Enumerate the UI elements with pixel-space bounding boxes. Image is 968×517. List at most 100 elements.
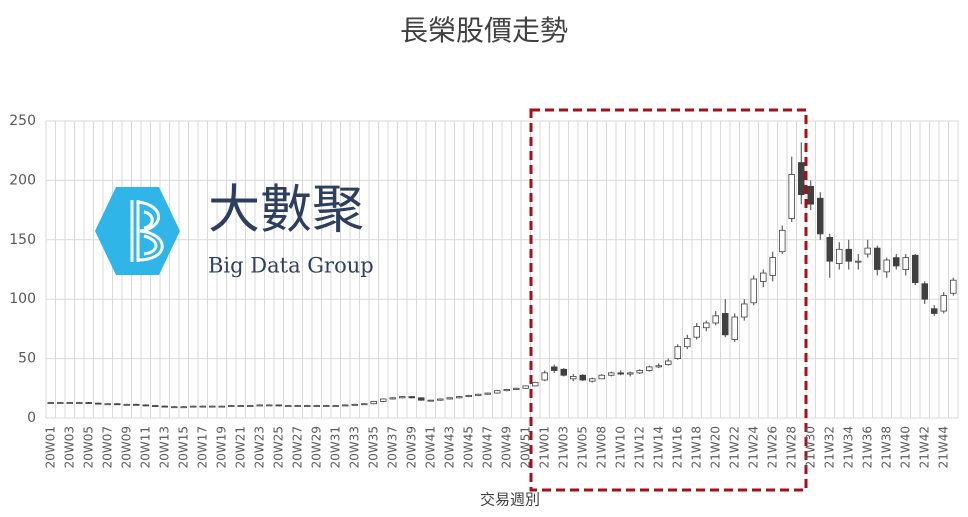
- candle-body: [750, 278, 758, 304]
- candle-body: [180, 406, 187, 409]
- candle-body: [493, 390, 501, 394]
- x-tick-label: 20W39: [404, 426, 418, 468]
- candle-body: [855, 260, 862, 263]
- x-tick-label: 21W08: [594, 426, 608, 468]
- candle-body: [598, 374, 606, 380]
- x-tick-label: 20W35: [366, 426, 380, 468]
- candle-body: [474, 393, 482, 396]
- candle-body: [199, 405, 206, 408]
- x-tick-label: 21W28: [784, 426, 798, 468]
- candle-body: [76, 402, 83, 404]
- x-tick-label: 20W11: [138, 426, 152, 468]
- candle-body: [864, 247, 872, 255]
- x-tick-label: 21W05: [575, 426, 589, 468]
- candle-body: [66, 402, 74, 404]
- candle-body: [836, 248, 843, 264]
- x-tick-label: 21W10: [613, 426, 627, 468]
- x-tick-label: 20W05: [81, 426, 95, 468]
- candle-body: [256, 404, 263, 407]
- x-tick-label: 20W45: [461, 426, 475, 468]
- candle-body: [731, 316, 739, 340]
- candle-body: [693, 326, 701, 338]
- candle-body: [608, 372, 615, 376]
- x-tick-label: 21W44: [936, 426, 950, 468]
- candle-body: [684, 338, 691, 348]
- x-tick-label: 20W31: [328, 426, 342, 468]
- x-tick-label: 20W41: [423, 426, 437, 468]
- candle-body: [218, 405, 225, 408]
- x-tick-label: 20W25: [271, 426, 285, 468]
- candle-body: [570, 376, 577, 380]
- candle-body: [769, 257, 777, 276]
- x-tick-label: 21W32: [822, 426, 836, 468]
- candle-body: [845, 248, 853, 262]
- x-tick-label: 20W43: [442, 426, 456, 468]
- x-tick-label: 20W03: [62, 426, 76, 468]
- candle-body: [360, 403, 368, 406]
- candle-body: [484, 392, 491, 395]
- candle-body: [427, 399, 434, 402]
- candle-body: [161, 405, 168, 408]
- candle-body: [189, 405, 197, 408]
- logo-name: 大數聚: [208, 181, 364, 241]
- candle-body: [921, 283, 929, 300]
- candle-body: [950, 279, 957, 294]
- candle-body: [912, 254, 919, 283]
- candle-body: [522, 385, 530, 389]
- candle-body: [627, 372, 634, 375]
- candle-body: [541, 372, 549, 381]
- candle-body: [303, 405, 311, 407]
- candle-body: [379, 398, 387, 402]
- y-tick-label: 100: [9, 291, 36, 307]
- candle-body: [142, 404, 149, 407]
- candle-body: [826, 237, 834, 262]
- y-tick-label: 200: [9, 172, 36, 188]
- candle-body: [817, 197, 824, 235]
- x-axis-label: 交易週別: [480, 491, 540, 509]
- x-tick-label: 21W34: [841, 426, 855, 468]
- candle-body: [313, 405, 320, 407]
- x-tick-label: 20W17: [195, 426, 209, 468]
- candle-body: [151, 405, 159, 407]
- candle-body: [265, 404, 273, 407]
- y-tick-label: 250: [9, 113, 36, 129]
- candle-body: [351, 403, 358, 406]
- candle-body: [446, 397, 453, 400]
- y-tick-label: 150: [9, 232, 36, 248]
- candle-body: [940, 295, 948, 312]
- candle-body: [436, 398, 444, 401]
- candle-body: [275, 404, 282, 407]
- candle-body: [114, 403, 121, 406]
- candle-body: [674, 346, 682, 360]
- candle-body: [760, 272, 767, 282]
- candle-body: [455, 396, 463, 399]
- y-tick-label: 0: [27, 410, 36, 426]
- x-tick-label: 21W03: [556, 426, 570, 468]
- candle-body: [579, 374, 587, 381]
- candle-body: [741, 303, 748, 318]
- x-tick-label: 20W27: [290, 426, 304, 468]
- candle-body: [893, 257, 900, 267]
- candle-body: [132, 403, 140, 406]
- x-tick-label: 21W16: [670, 426, 684, 468]
- candle-body: [513, 387, 520, 390]
- x-tick-label: 20W09: [119, 426, 133, 468]
- x-tick-label: 21W12: [632, 426, 646, 468]
- candle-body: [503, 389, 510, 392]
- candle-body: [332, 405, 339, 407]
- x-tick-label: 21W14: [651, 426, 665, 468]
- x-tick-label: 21W20: [708, 426, 722, 468]
- candle-body: [95, 402, 102, 405]
- candle-body: [636, 370, 644, 374]
- x-tick-label: 20W37: [385, 426, 399, 468]
- candle-body: [237, 405, 244, 407]
- x-tick-label: 21W18: [689, 426, 703, 468]
- candle-body: [389, 397, 396, 400]
- candle-body: [779, 229, 786, 253]
- x-tick-label: 21W24: [746, 426, 760, 468]
- candle-body: [208, 405, 216, 408]
- candle-body: [617, 372, 625, 375]
- candle-body: [47, 402, 55, 404]
- candle-body: [874, 247, 881, 270]
- x-tick-label: 20W07: [100, 426, 114, 468]
